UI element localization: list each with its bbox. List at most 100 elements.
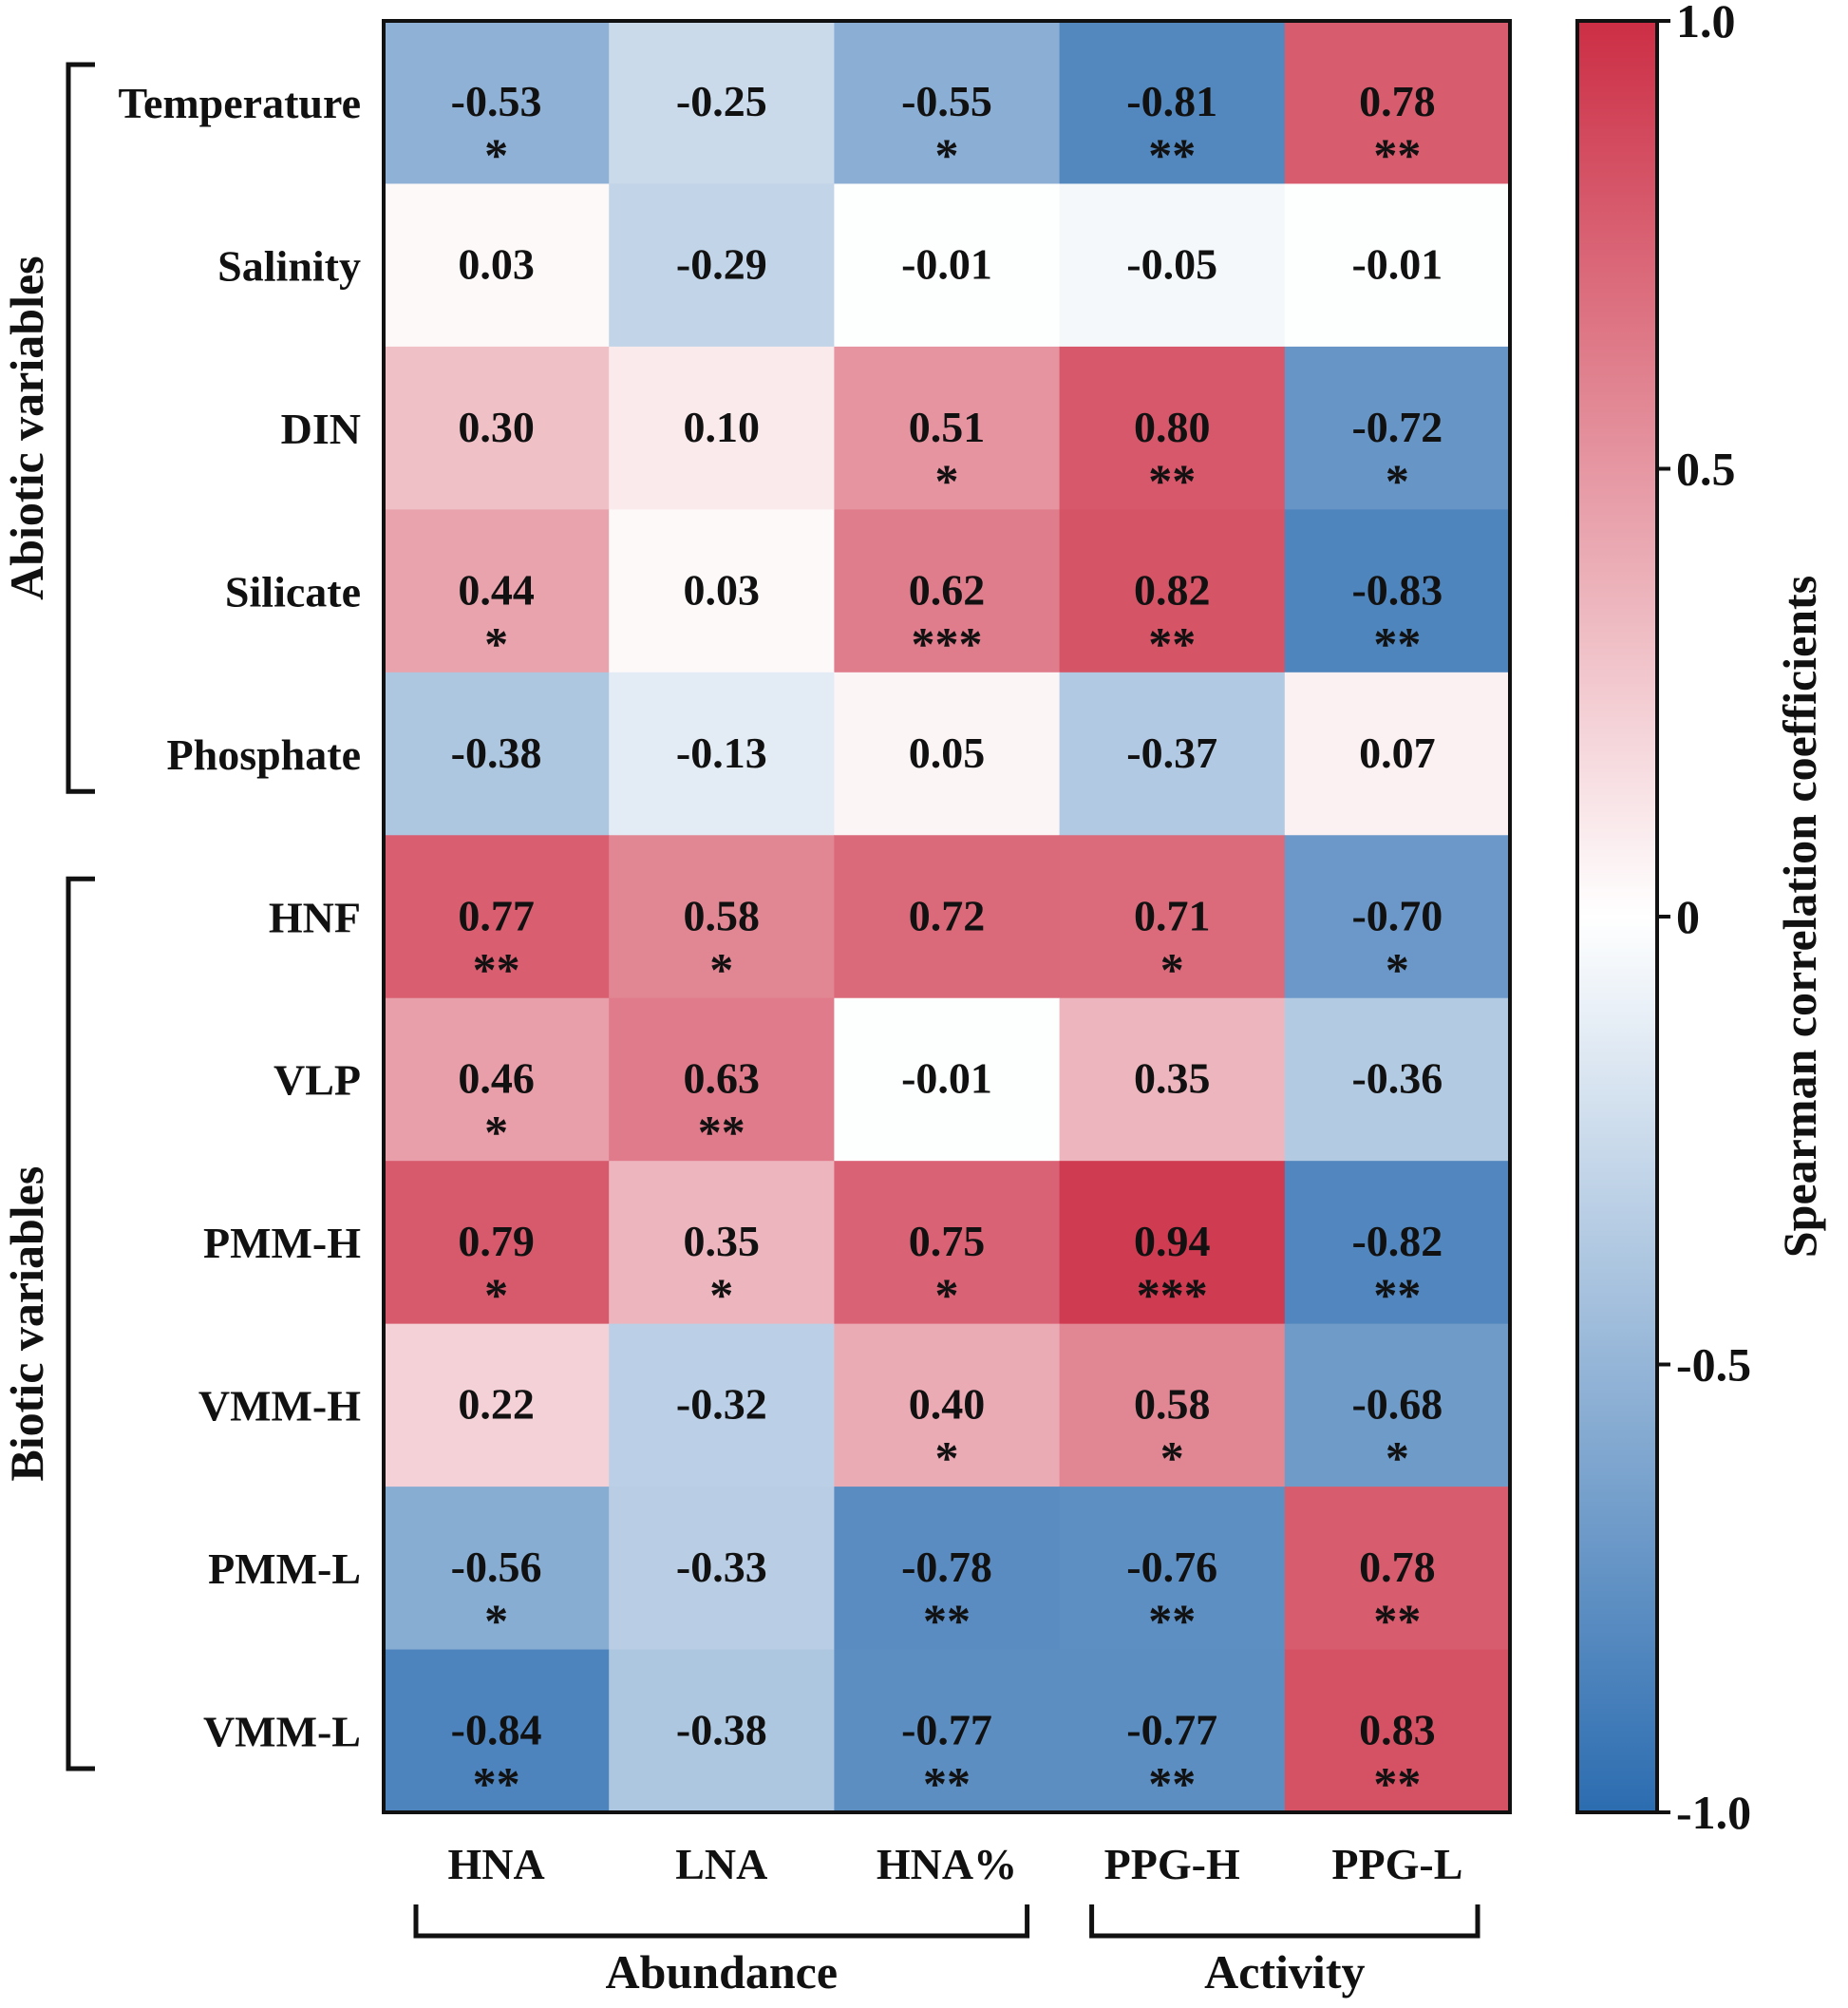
cell-value-label: 0.75 bbox=[909, 1217, 986, 1265]
cell-value-label: 0.46 bbox=[458, 1054, 535, 1103]
significance-marker: ** bbox=[473, 1757, 520, 1810]
cell-value-label: -0.84 bbox=[451, 1706, 542, 1754]
cell-value-label: 0.35 bbox=[684, 1217, 761, 1265]
row-group-label: Biotic variables bbox=[0, 1166, 53, 1482]
cell-value-label: -0.81 bbox=[1126, 77, 1217, 125]
cell-value-label: -0.25 bbox=[676, 77, 767, 125]
heatmap-cell bbox=[1059, 346, 1286, 510]
significance-marker: ** bbox=[1373, 1268, 1421, 1321]
cell-value-label: 0.80 bbox=[1134, 403, 1211, 451]
heatmap-cell bbox=[1059, 672, 1286, 836]
cell-value-label: 0.40 bbox=[909, 1380, 986, 1429]
row-label: Phosphate bbox=[167, 730, 361, 779]
cell-value-label: 0.03 bbox=[458, 239, 535, 288]
significance-marker: ** bbox=[923, 1757, 971, 1810]
heatmap-cell bbox=[384, 1487, 610, 1651]
row-label: PMM-L bbox=[208, 1544, 361, 1593]
significance-marker: ** bbox=[1148, 1757, 1196, 1810]
significance-marker: * bbox=[1386, 1431, 1409, 1485]
cell-value-label: 0.94 bbox=[1134, 1217, 1211, 1265]
heatmap-cell bbox=[609, 1649, 835, 1813]
cell-value-label: -0.36 bbox=[1351, 1054, 1443, 1103]
heatmap-cell bbox=[609, 509, 835, 673]
cell-value-label: 0.05 bbox=[909, 729, 986, 777]
row-group-bracket bbox=[66, 62, 95, 794]
significance-marker: * bbox=[1386, 942, 1409, 995]
row-labels: Temperature Salinity DIN Silicate Phosphate H… bbox=[118, 79, 361, 1756]
significance-marker: ** bbox=[1148, 454, 1196, 507]
heatmap-cell bbox=[1284, 346, 1511, 510]
cell-value-label: 0.63 bbox=[684, 1054, 761, 1103]
heatmap-cell bbox=[834, 21, 1061, 185]
heatmap-cell bbox=[1059, 1323, 1286, 1487]
heatmap-cell bbox=[834, 183, 1061, 348]
cell-value-label: 0.78 bbox=[1359, 77, 1436, 125]
heatmap-cell bbox=[834, 346, 1061, 510]
cell-value-label: -0.72 bbox=[1351, 403, 1443, 451]
cell-value-label: 0.77 bbox=[458, 891, 535, 939]
cell-value-label: -0.38 bbox=[451, 729, 542, 777]
cell-value-label: 0.72 bbox=[909, 891, 986, 939]
cell-value-label: -0.32 bbox=[676, 1380, 767, 1429]
heatmap-cell bbox=[1059, 835, 1286, 999]
heatmap-cell bbox=[1284, 1323, 1511, 1487]
row-label: VLP bbox=[273, 1056, 361, 1105]
row-group-label: Abiotic variables bbox=[0, 256, 53, 599]
cell-value-label: 0.10 bbox=[684, 403, 761, 451]
heatmap-cell bbox=[609, 346, 835, 510]
cell-value-label: -0.83 bbox=[1351, 565, 1443, 614]
colorbar-tick-label: -1.0 bbox=[1676, 1786, 1751, 1839]
heatmap-cell bbox=[1284, 1161, 1511, 1325]
cell-value-label: 0.35 bbox=[1134, 1054, 1211, 1103]
heatmap-cell bbox=[609, 1161, 835, 1325]
significance-marker: * bbox=[935, 1431, 959, 1485]
heatmap-cell bbox=[384, 1323, 610, 1487]
cell-value-label: -0.70 bbox=[1351, 891, 1443, 939]
heatmap-cell bbox=[834, 997, 1061, 1162]
cell-value-label: 0.71 bbox=[1134, 891, 1211, 939]
colorbar-gradient bbox=[1575, 19, 1659, 1814]
cell-value-label: -0.01 bbox=[901, 1054, 992, 1103]
row-label: Salinity bbox=[217, 241, 361, 290]
heatmap-cell bbox=[834, 835, 1061, 999]
significance-marker: *** bbox=[912, 616, 983, 670]
heatmap-cell bbox=[609, 1323, 835, 1487]
cell-value-label: 0.58 bbox=[1134, 1380, 1211, 1429]
column-label: PPG-H bbox=[1104, 1840, 1240, 1888]
heatmap-cell bbox=[609, 1487, 835, 1651]
significance-marker: * bbox=[1160, 1431, 1184, 1485]
row-label: Silicate bbox=[225, 567, 361, 616]
significance-marker: ** bbox=[1373, 1594, 1421, 1647]
column-group-label: Activity bbox=[1204, 1945, 1365, 1999]
cell-value-label: 0.03 bbox=[684, 565, 761, 614]
heatmap-cell bbox=[1059, 509, 1286, 673]
cell-value-label: -0.68 bbox=[1351, 1380, 1443, 1429]
heatmap-cell bbox=[834, 1323, 1061, 1487]
heatmap-cell bbox=[609, 183, 835, 348]
column-group-brackets: Abundance Activity bbox=[413, 1904, 1480, 1999]
row-label: VMM-L bbox=[203, 1708, 361, 1756]
cell-value-label: -0.33 bbox=[676, 1543, 767, 1591]
heatmap-cell bbox=[384, 835, 610, 999]
cell-value-label: 0.83 bbox=[1359, 1706, 1436, 1754]
significance-marker: * bbox=[709, 1268, 733, 1321]
heatmap-cell bbox=[1284, 183, 1511, 348]
cell-value-label: -0.37 bbox=[1126, 729, 1217, 777]
cell-value-label: -0.38 bbox=[676, 1706, 767, 1754]
heatmap-cell bbox=[1284, 1487, 1511, 1651]
heatmap-cell bbox=[384, 672, 610, 836]
significance-marker: * bbox=[484, 128, 508, 181]
cell-value-label: -0.77 bbox=[1126, 1706, 1217, 1754]
colorbar-title: Spearman correlation coefficients bbox=[1773, 576, 1826, 1258]
column-group-label: Abundance bbox=[606, 1945, 839, 1999]
heatmap-cell bbox=[834, 672, 1061, 836]
column-label: LNA bbox=[675, 1840, 767, 1888]
cell-value-label: -0.76 bbox=[1126, 1543, 1217, 1591]
heatmap-frame bbox=[382, 19, 1512, 1814]
heatmap-cell bbox=[834, 1161, 1061, 1325]
heatmap-cell bbox=[1284, 509, 1511, 673]
heatmap-cell bbox=[384, 1649, 610, 1813]
column-group-bracket bbox=[413, 1904, 1030, 1939]
column-label: HNA% bbox=[877, 1840, 1017, 1888]
